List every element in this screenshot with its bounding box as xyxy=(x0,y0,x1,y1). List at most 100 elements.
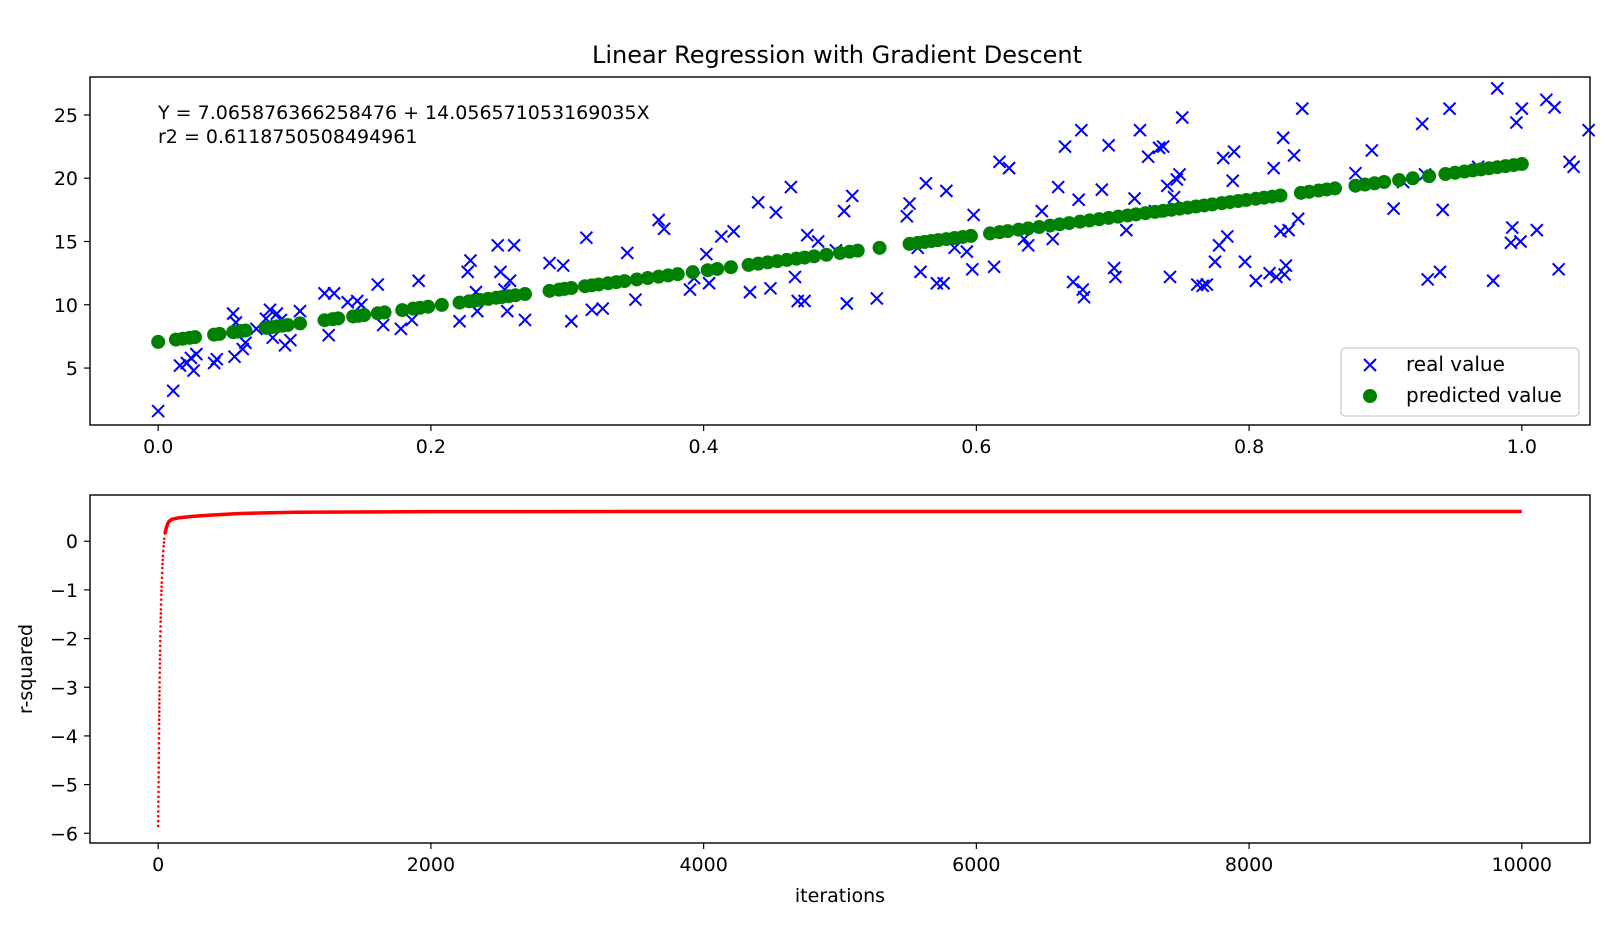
x-tick-label: 6000 xyxy=(952,854,1000,876)
real-value-point xyxy=(1108,270,1123,284)
predicted-value-point xyxy=(293,316,307,331)
real-value-point xyxy=(1200,277,1214,292)
real-value-point xyxy=(966,208,981,222)
real-value-point xyxy=(371,277,385,292)
real-value-point xyxy=(1386,201,1401,216)
real-value-point xyxy=(394,322,408,336)
r-squared-point xyxy=(158,653,162,657)
predicted-value-point xyxy=(723,260,738,275)
predicted-value-point xyxy=(629,272,644,287)
real-value-point xyxy=(1238,255,1252,269)
r-squared-point xyxy=(160,566,164,570)
real-value-point xyxy=(1509,115,1524,130)
real-value-point xyxy=(1227,144,1241,159)
real-value-point xyxy=(845,189,859,203)
real-value-point xyxy=(579,231,594,245)
real-value-point xyxy=(1058,139,1072,154)
real-value-point xyxy=(1101,138,1116,153)
predicted-value-point xyxy=(807,249,822,264)
real-value-point xyxy=(503,274,517,288)
y-tick-label: −3 xyxy=(50,677,78,699)
real-value-point xyxy=(1021,238,1035,253)
r-squared-point xyxy=(157,741,161,745)
real-value-point xyxy=(507,238,521,253)
real-value-point xyxy=(1365,143,1379,158)
r-squared-point xyxy=(159,616,163,619)
r-squared-point xyxy=(160,589,163,593)
predicted-value-point xyxy=(421,299,436,314)
r-squared-point xyxy=(158,649,162,653)
predicted-value-point xyxy=(850,243,865,258)
r-squared-point xyxy=(157,800,160,803)
r-squared-point xyxy=(157,790,160,794)
real-value-point xyxy=(1421,272,1435,287)
real-value-point xyxy=(1530,223,1544,237)
real-value-point xyxy=(1262,266,1277,280)
r-squared-point xyxy=(160,593,163,597)
r-squared-point xyxy=(157,775,160,779)
r-squared-point xyxy=(157,714,161,717)
real-value-point xyxy=(1208,255,1222,269)
real-value-point xyxy=(987,260,1001,274)
r-squared-point xyxy=(159,629,162,633)
top-plot-frame xyxy=(89,76,1591,426)
r-squared-point xyxy=(159,634,162,638)
real-value-point xyxy=(726,224,741,239)
real-value-point xyxy=(321,328,336,342)
predicted-value-point xyxy=(212,326,227,341)
x-tick-label: 0 xyxy=(152,854,164,876)
r-squared-point xyxy=(157,710,161,713)
real-value-point xyxy=(1269,270,1284,284)
real-value-point xyxy=(1513,234,1528,249)
r-squared-point xyxy=(158,694,161,697)
top-axis-ticks: 0.0 0.2 0.4 0.6 0.8 1.0 5 10 15 20 25 xyxy=(54,105,1537,458)
legend-predicted-value-marker xyxy=(1363,389,1377,403)
y-tick-label: 15 xyxy=(54,232,78,254)
legend-box xyxy=(1340,347,1580,417)
real-value-point xyxy=(1066,275,1080,289)
r-squared-point xyxy=(158,644,162,648)
predicted-value-layer xyxy=(151,157,1529,349)
y-tick-label: −5 xyxy=(50,775,78,797)
predicted-value-point xyxy=(963,228,978,243)
x-tick-label: 0.2 xyxy=(416,436,446,458)
real-value-point xyxy=(1295,101,1309,116)
x-tick-label: 0.4 xyxy=(689,436,719,458)
real-value-point xyxy=(596,301,610,316)
real-value-point xyxy=(210,352,224,366)
real-value-point xyxy=(186,363,201,378)
real-value-point xyxy=(1436,203,1450,217)
y-tick-label: −4 xyxy=(50,726,78,748)
real-value-point xyxy=(628,293,643,307)
real-value-point xyxy=(1175,110,1189,125)
r-squared-point xyxy=(161,558,165,562)
y-tick-label: −2 xyxy=(50,629,78,651)
real-value-point xyxy=(900,209,914,223)
bottom-plot-frame xyxy=(89,494,1591,844)
r-squared-point xyxy=(156,819,160,823)
real-value-point xyxy=(1141,150,1155,164)
real-value-point xyxy=(1547,100,1562,115)
real-value-point xyxy=(564,314,579,328)
r-squared-point xyxy=(159,598,163,601)
real-value-point xyxy=(405,313,419,327)
legend-real-value-label: real value xyxy=(1406,352,1505,376)
r-squared-point xyxy=(160,581,164,584)
real-value-point xyxy=(939,184,954,198)
predicted-value-point xyxy=(872,240,887,255)
predicted-value-point xyxy=(1377,174,1392,189)
r-squared-point xyxy=(157,746,161,750)
real-value-point xyxy=(1442,101,1457,116)
real-value-point xyxy=(270,306,284,321)
real-value-point xyxy=(1551,262,1566,277)
r-squared-point xyxy=(160,585,163,588)
r-squared-point xyxy=(157,766,161,769)
real-value-point xyxy=(1348,166,1363,180)
r-squared-point xyxy=(159,625,162,628)
real-value-point xyxy=(151,404,165,418)
predicted-value-point xyxy=(1000,224,1015,239)
real-value-point xyxy=(965,262,979,277)
y-tick-label: 20 xyxy=(54,168,78,190)
x-axis-label: iterations xyxy=(795,885,885,907)
